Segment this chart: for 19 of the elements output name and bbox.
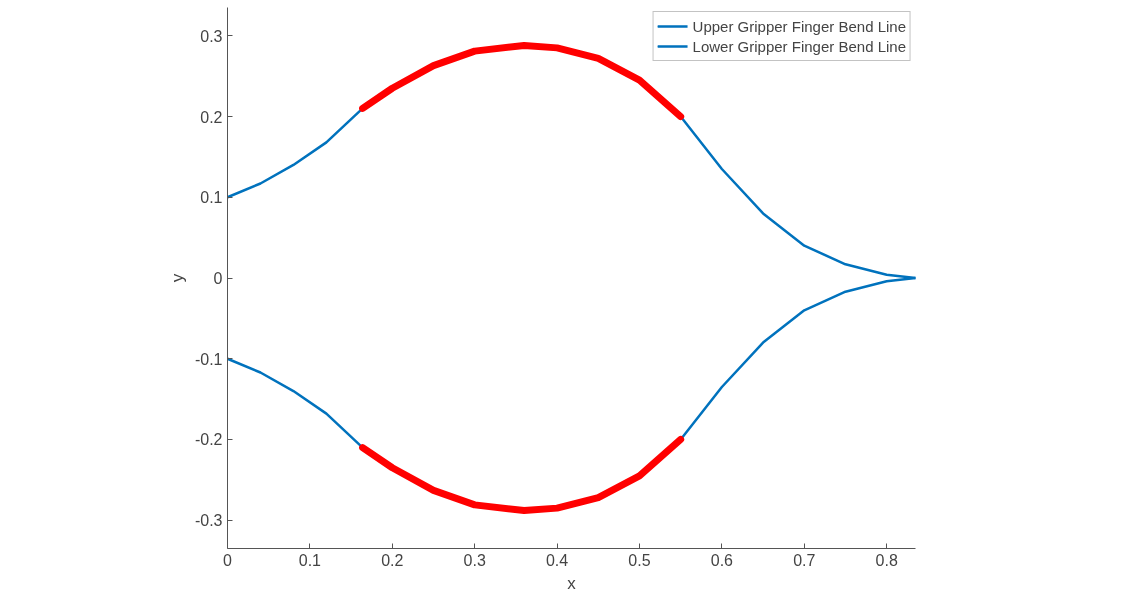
legend-label: Upper Gripper Finger Bend Line <box>692 17 906 35</box>
x-tick-label: 0.2 <box>381 551 404 569</box>
y-tick-label: -0.2 <box>194 431 223 449</box>
legend-label: Lower Gripper Finger Bend Line <box>692 37 906 55</box>
y-axis-title: y <box>167 273 187 283</box>
y-tick-label: 0.2 <box>200 108 223 126</box>
y-tick-label: 0.3 <box>200 27 223 45</box>
x-tick-label: 0.7 <box>793 551 816 569</box>
x-tick-label: 0.6 <box>710 551 734 569</box>
x-tick-label: 0.5 <box>628 551 651 569</box>
y-tick-label: -0.3 <box>194 512 223 530</box>
y-tick-label: 0.1 <box>200 189 223 207</box>
x-axis-title: x <box>567 573 577 593</box>
x-tick-label: 0.1 <box>298 551 322 569</box>
x-tick-label: 0.8 <box>875 551 898 569</box>
x-tick-label: 0.4 <box>545 551 569 569</box>
y-tick-label: 0 <box>213 270 223 287</box>
y-tick-label: -0.1 <box>194 350 223 368</box>
x-tick-label: 0.3 <box>463 551 486 569</box>
